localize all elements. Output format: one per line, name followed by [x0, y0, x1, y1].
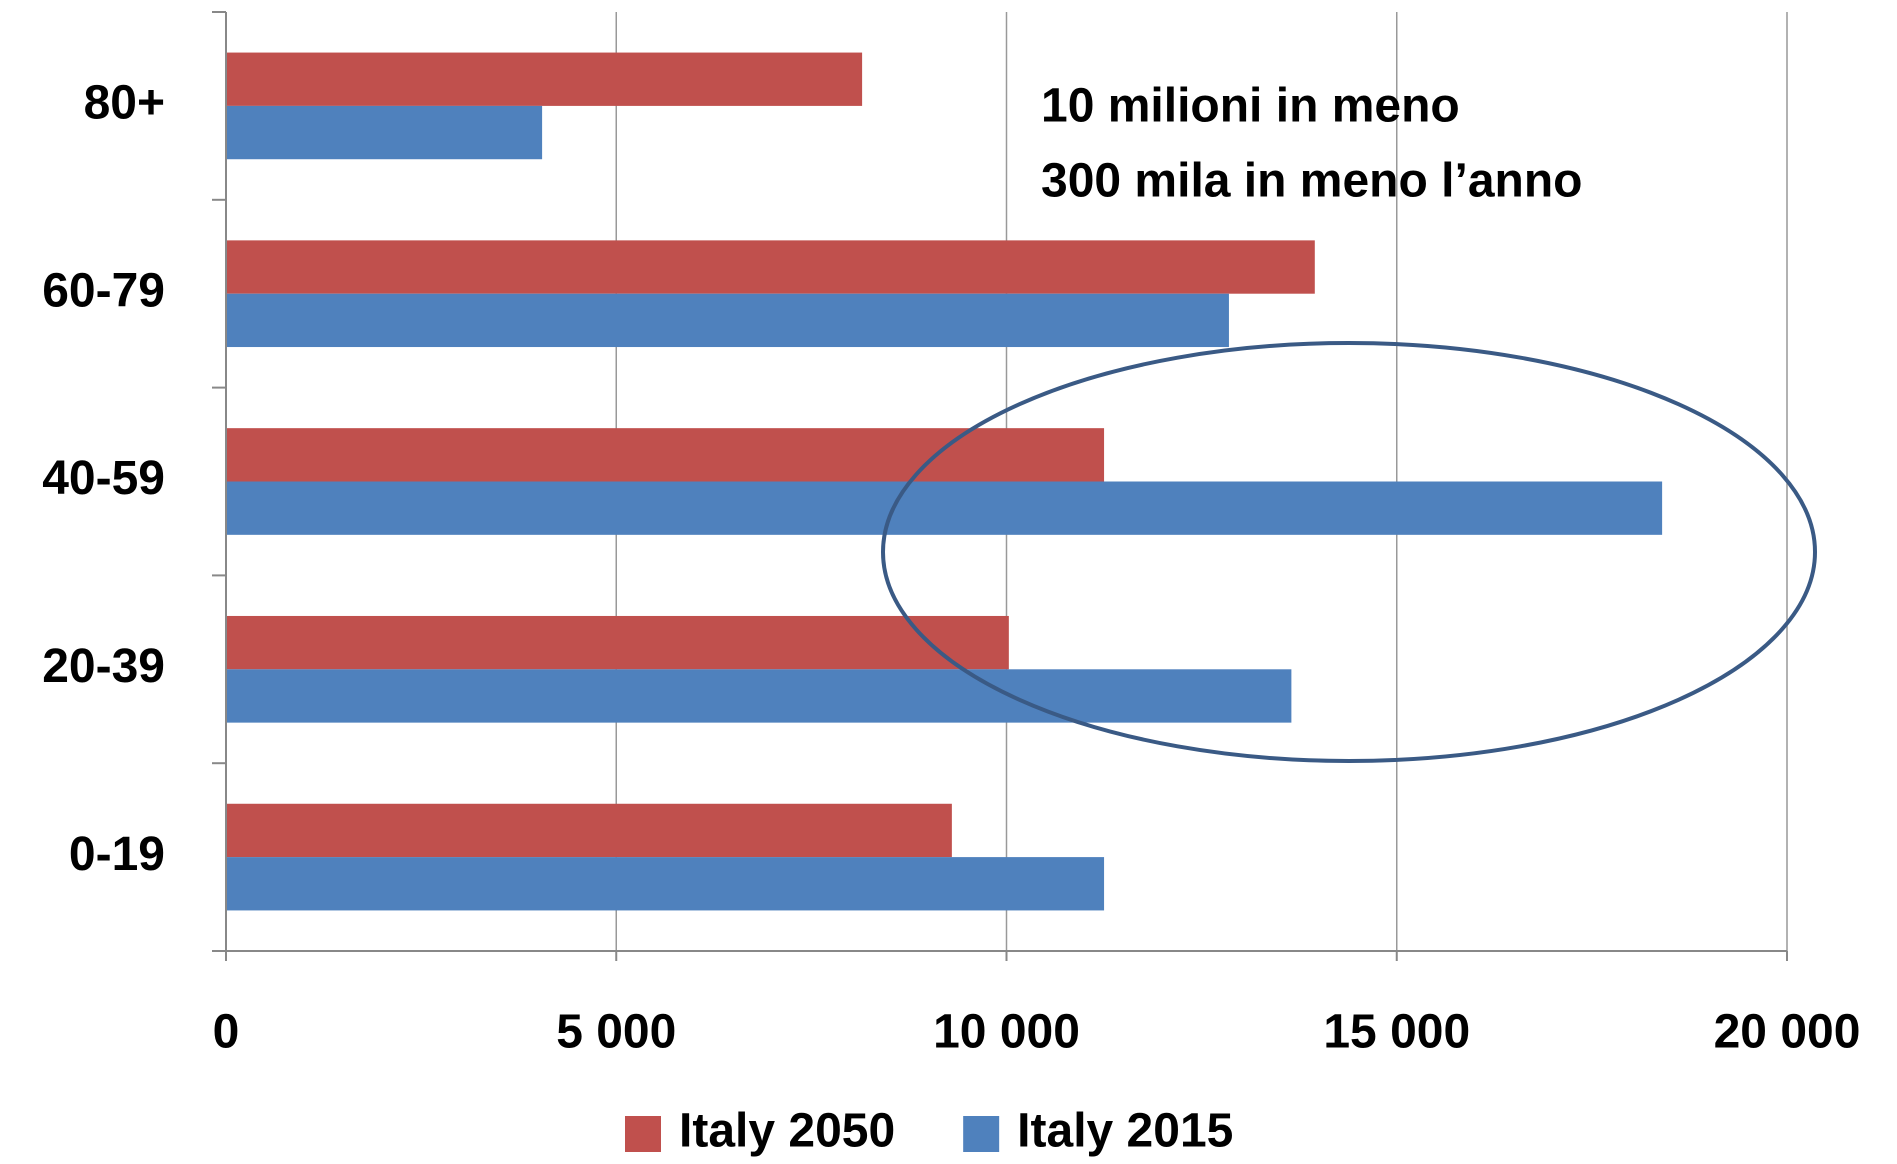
- legend: Italy 2050 Italy 2015: [625, 1105, 1233, 1158]
- bar: [226, 857, 1105, 911]
- bar: [226, 293, 1229, 348]
- x-tick-label: 5 000: [556, 1006, 676, 1059]
- x-tick-label: 15 000: [1323, 1006, 1470, 1059]
- y-tick-label: 60-79: [42, 264, 165, 317]
- bars: [226, 52, 1663, 911]
- legend-label: Italy 2015: [1017, 1105, 1233, 1158]
- y-tick-label: 80+: [84, 77, 165, 130]
- highlight-ellipse: [881, 341, 1817, 763]
- bar: [226, 52, 863, 106]
- y-tick-label: 20-39: [42, 640, 165, 693]
- annotation: 10 milioni in meno: [1041, 80, 1460, 133]
- bar: [226, 803, 952, 858]
- legend-swatch: [963, 1116, 1000, 1152]
- x-tick-label: 0: [213, 1006, 240, 1059]
- legend-swatch: [625, 1116, 661, 1152]
- x-tick-label: 10 000: [933, 1006, 1080, 1059]
- bar: [226, 481, 1663, 535]
- bar: [226, 615, 1009, 670]
- x-tick-label: 20 000: [1714, 1006, 1861, 1059]
- annotation: 300 mila in meno l’anno: [1041, 155, 1582, 208]
- bar: [226, 105, 543, 160]
- y-tick-label: 40-59: [42, 452, 165, 505]
- labels: 0 5 000 10 000 15 000 20 000 0-19 20-39 40-59 60…: [42, 77, 1860, 1059]
- bar: [226, 669, 1292, 723]
- legend-label: Italy 2050: [679, 1105, 895, 1158]
- bar: [226, 428, 1105, 482]
- y-tick-label: 0-19: [69, 828, 165, 881]
- bar: [226, 240, 1315, 294]
